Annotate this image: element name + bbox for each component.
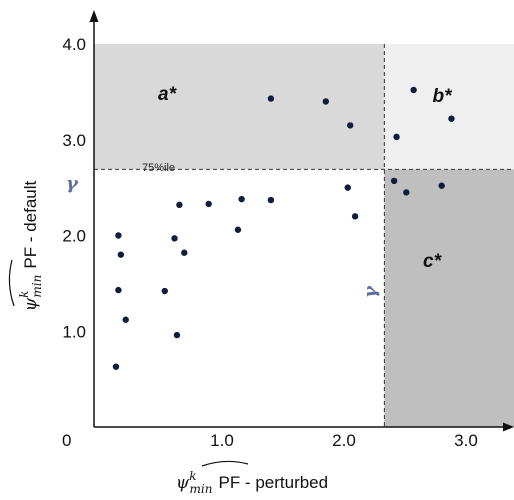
axes-layer (89, 10, 514, 432)
data-point (390, 177, 398, 185)
data-point (115, 232, 122, 239)
x-tick-label: 3.0 (454, 431, 478, 450)
data-point (410, 86, 417, 94)
y-axis-arrow (89, 10, 99, 22)
x-tick-label: 1.0 (210, 431, 234, 450)
region-a-box (94, 44, 385, 170)
y-axis-label-symbol: ψ (21, 297, 41, 311)
y-axis-label-subscript: min (30, 275, 44, 298)
y-axis-label-text: PF - default (21, 180, 40, 268)
region-c-label: c* (423, 251, 443, 272)
data-point (403, 189, 410, 196)
data-point (112, 363, 120, 370)
data-point (115, 286, 122, 294)
data-point (344, 184, 351, 191)
data-point (176, 201, 183, 209)
ticks-layer: 0 1.0 2.0 3.0 1.0 2.0 3.0 4.0 (62, 35, 478, 450)
region-b-box (384, 44, 514, 170)
y-tick-label: 1.0 (62, 322, 86, 341)
y-axis-label-group: ψkmin PF - default (8, 180, 44, 311)
region-b-label: b* (433, 86, 454, 107)
x-axis-label-text: PF - perturbed (218, 473, 328, 492)
data-point (161, 287, 168, 295)
data-point (181, 249, 188, 256)
x-axis-label-subscript: min (190, 482, 213, 496)
data-point (205, 200, 212, 208)
y-axis-label-hat (8, 259, 15, 307)
y-tick-label: 3.0 (62, 131, 86, 150)
regions-layer: a* b* c* (94, 44, 514, 427)
data-point (171, 235, 178, 242)
x-axis-label: ψk min PF - perturbed (176, 469, 328, 496)
data-point (351, 213, 359, 220)
data-point (267, 196, 275, 204)
x-axis-label-superscript: k (189, 469, 196, 483)
threshold-layer (94, 44, 514, 427)
percentile-label: 75%ile (142, 162, 175, 174)
x-axis-label-hat (201, 460, 249, 467)
x-axis-label-symbol: ψ (176, 473, 190, 493)
data-point (322, 98, 329, 105)
gamma-x-label: γ (360, 285, 381, 298)
x-tick-label: 0 (62, 431, 71, 450)
x-axis-arrow (503, 422, 514, 432)
data-point (448, 115, 455, 122)
y-tick-label: 2.0 (62, 227, 86, 246)
data-point (267, 95, 275, 102)
x-tick-label: 2.0 (332, 431, 356, 450)
data-point (238, 195, 245, 203)
points-layer (112, 86, 455, 370)
y-axis-label: ψkmin PF - default (17, 180, 44, 311)
y-tick-label: 4.0 (62, 35, 86, 54)
region-c-box (384, 169, 514, 427)
gamma-y-label: γ (66, 173, 79, 194)
data-point (234, 226, 242, 233)
data-point (393, 133, 400, 141)
region-a-label: a* (158, 84, 178, 105)
data-point (122, 316, 129, 323)
data-point (117, 251, 125, 258)
data-point (173, 331, 181, 339)
data-point (347, 122, 354, 129)
data-point (438, 182, 445, 189)
y-axis-label-superscript: k (17, 291, 31, 298)
